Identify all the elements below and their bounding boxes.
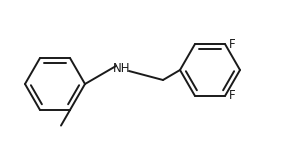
Text: NH: NH (113, 62, 131, 76)
Text: F: F (229, 38, 236, 50)
Text: F: F (229, 90, 236, 102)
